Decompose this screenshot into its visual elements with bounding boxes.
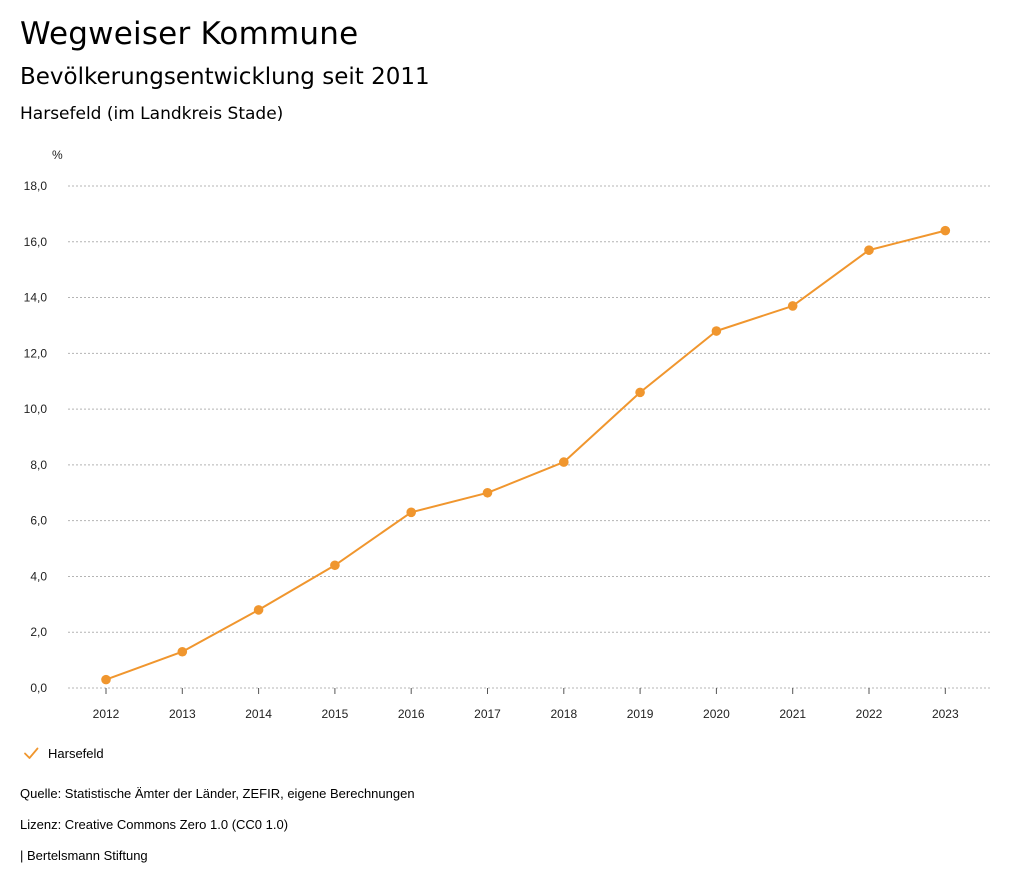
- series-line: [105, 229, 946, 681]
- check-icon: [24, 747, 39, 759]
- x-tick-label: 2023: [932, 707, 959, 721]
- data-point[interactable]: [711, 326, 722, 336]
- y-tick-label: 6,0: [30, 514, 47, 528]
- series-layer: [101, 225, 951, 685]
- data-point[interactable]: [482, 487, 493, 498]
- line-chart: % 0,0 2,0 4,0 6,0 8,0 10,0 12,0 14,0 16,0 18,0 20…: [24, 148, 990, 721]
- y-axis-unit-label: %: [52, 148, 63, 162]
- x-tick-label: 2018: [550, 707, 577, 721]
- source-note: Quelle: Statistische Ämter der Länder, Z…: [20, 786, 415, 801]
- x-tick-label: 2014: [245, 707, 272, 721]
- grid-layer: [68, 185, 990, 689]
- data-point[interactable]: [864, 245, 874, 255]
- y-tick-label: 12,0: [24, 346, 48, 360]
- x-tick-label: 2019: [627, 707, 654, 721]
- y-tick-label: 14,0: [24, 291, 48, 305]
- y-tick-labels: 0,0 2,0 4,0 6,0 8,0 10,0 12,0 14,0 16,0 18,0: [24, 179, 48, 695]
- chart-subtitle: Bevölkerungsentwicklung seit 2011: [20, 64, 430, 90]
- y-tick-label: 8,0: [30, 458, 47, 472]
- legend-label: Harsefeld: [48, 745, 104, 761]
- data-point[interactable]: [101, 674, 111, 685]
- x-tick-label: 2013: [169, 707, 196, 721]
- data-point[interactable]: [330, 560, 340, 571]
- x-tick-label: 2016: [398, 707, 425, 721]
- data-point[interactable]: [635, 387, 645, 398]
- y-tick-label: 16,0: [24, 235, 48, 249]
- y-tick-label: 4,0: [30, 569, 47, 583]
- x-tick-label: 2017: [474, 707, 501, 721]
- y-tick-label: 2,0: [30, 625, 47, 639]
- license-note: Lizenz: Creative Commons Zero 1.0 (CC0 1…: [20, 817, 289, 832]
- x-tick-labels: 2012 2013 2014 2015 2016 2017 2018 2019 2020 2021…: [93, 688, 959, 721]
- x-tick-label: 2021: [779, 707, 806, 721]
- data-point[interactable]: [406, 507, 417, 518]
- y-tick-label: 18,0: [24, 179, 48, 193]
- page-title: Wegweiser Kommune: [20, 16, 359, 52]
- x-tick-label: 2020: [703, 707, 730, 721]
- data-point[interactable]: [253, 605, 264, 615]
- x-tick-label: 2022: [856, 707, 883, 721]
- legend[interactable]: Harsefeld: [22, 744, 104, 762]
- y-tick-label: 0,0: [30, 681, 47, 695]
- place-label: Harsefeld (im Landkreis Stade): [20, 104, 284, 124]
- data-point[interactable]: [787, 301, 798, 311]
- data-point[interactable]: [559, 457, 569, 467]
- publisher-note: | Bertelsmann Stiftung: [20, 848, 148, 863]
- x-tick-label: 2012: [93, 707, 120, 721]
- y-tick-label: 10,0: [24, 402, 48, 416]
- x-tick-label: 2015: [322, 707, 349, 721]
- data-point[interactable]: [177, 646, 188, 657]
- data-point[interactable]: [940, 225, 951, 236]
